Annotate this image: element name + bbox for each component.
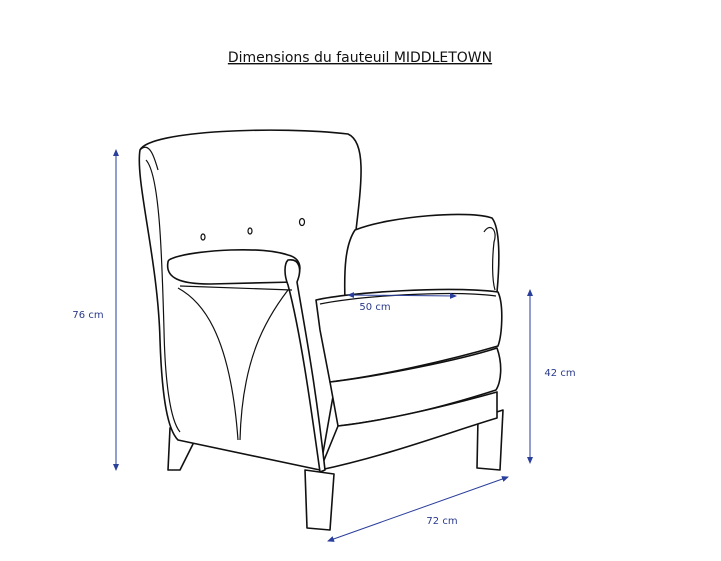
title: Dimensions du fauteuil MIDDLETOWN <box>228 50 492 66</box>
dimension-label: 72 cm <box>426 516 457 527</box>
dimension-label: 50 cm <box>359 302 390 313</box>
dimension-label: 42 cm <box>544 368 575 379</box>
dimension-arrows <box>113 149 533 542</box>
dimension-label: 76 cm <box>72 310 103 321</box>
armchair <box>138 129 504 531</box>
